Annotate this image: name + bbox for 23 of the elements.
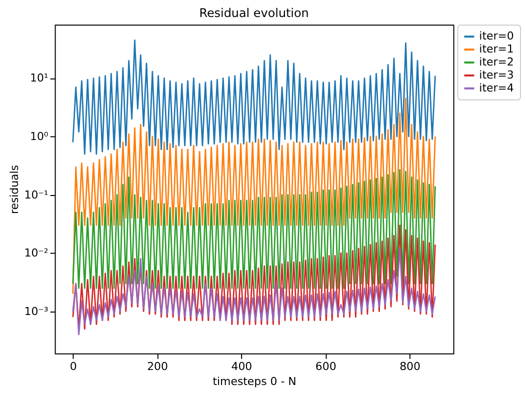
line-series: [72, 248, 436, 336]
line-series: [72, 98, 436, 295]
x-tick-label: 800: [400, 360, 420, 373]
line-series: [72, 224, 436, 330]
y-axis-title: residuals: [8, 164, 22, 214]
legend-label: iter=4: [479, 81, 514, 94]
legend-label: iter=2: [479, 56, 514, 68]
x-tick-label: 0: [70, 360, 77, 373]
x-tick-label: 400: [231, 360, 252, 373]
x-tick-label: 600: [315, 360, 336, 373]
y-tick-label: 10⁰: [30, 130, 48, 143]
legend-label: iter=0: [479, 30, 514, 43]
y-tick-label: 10⁻³: [24, 304, 48, 318]
y-tick-label: 10⁻²: [24, 246, 48, 260]
y-tick-label: 10⁻¹: [24, 188, 48, 202]
chart-title: Residual evolution: [199, 6, 309, 20]
legend-label: iter=1: [479, 42, 514, 56]
line-series: [72, 39, 436, 155]
y-tick-label: 10¹: [30, 72, 48, 85]
line-series: [72, 168, 436, 289]
legend-label: iter=3: [479, 68, 514, 82]
x-axis-title: timesteps 0 - N: [212, 374, 296, 388]
x-tick-label: 200: [147, 360, 168, 373]
